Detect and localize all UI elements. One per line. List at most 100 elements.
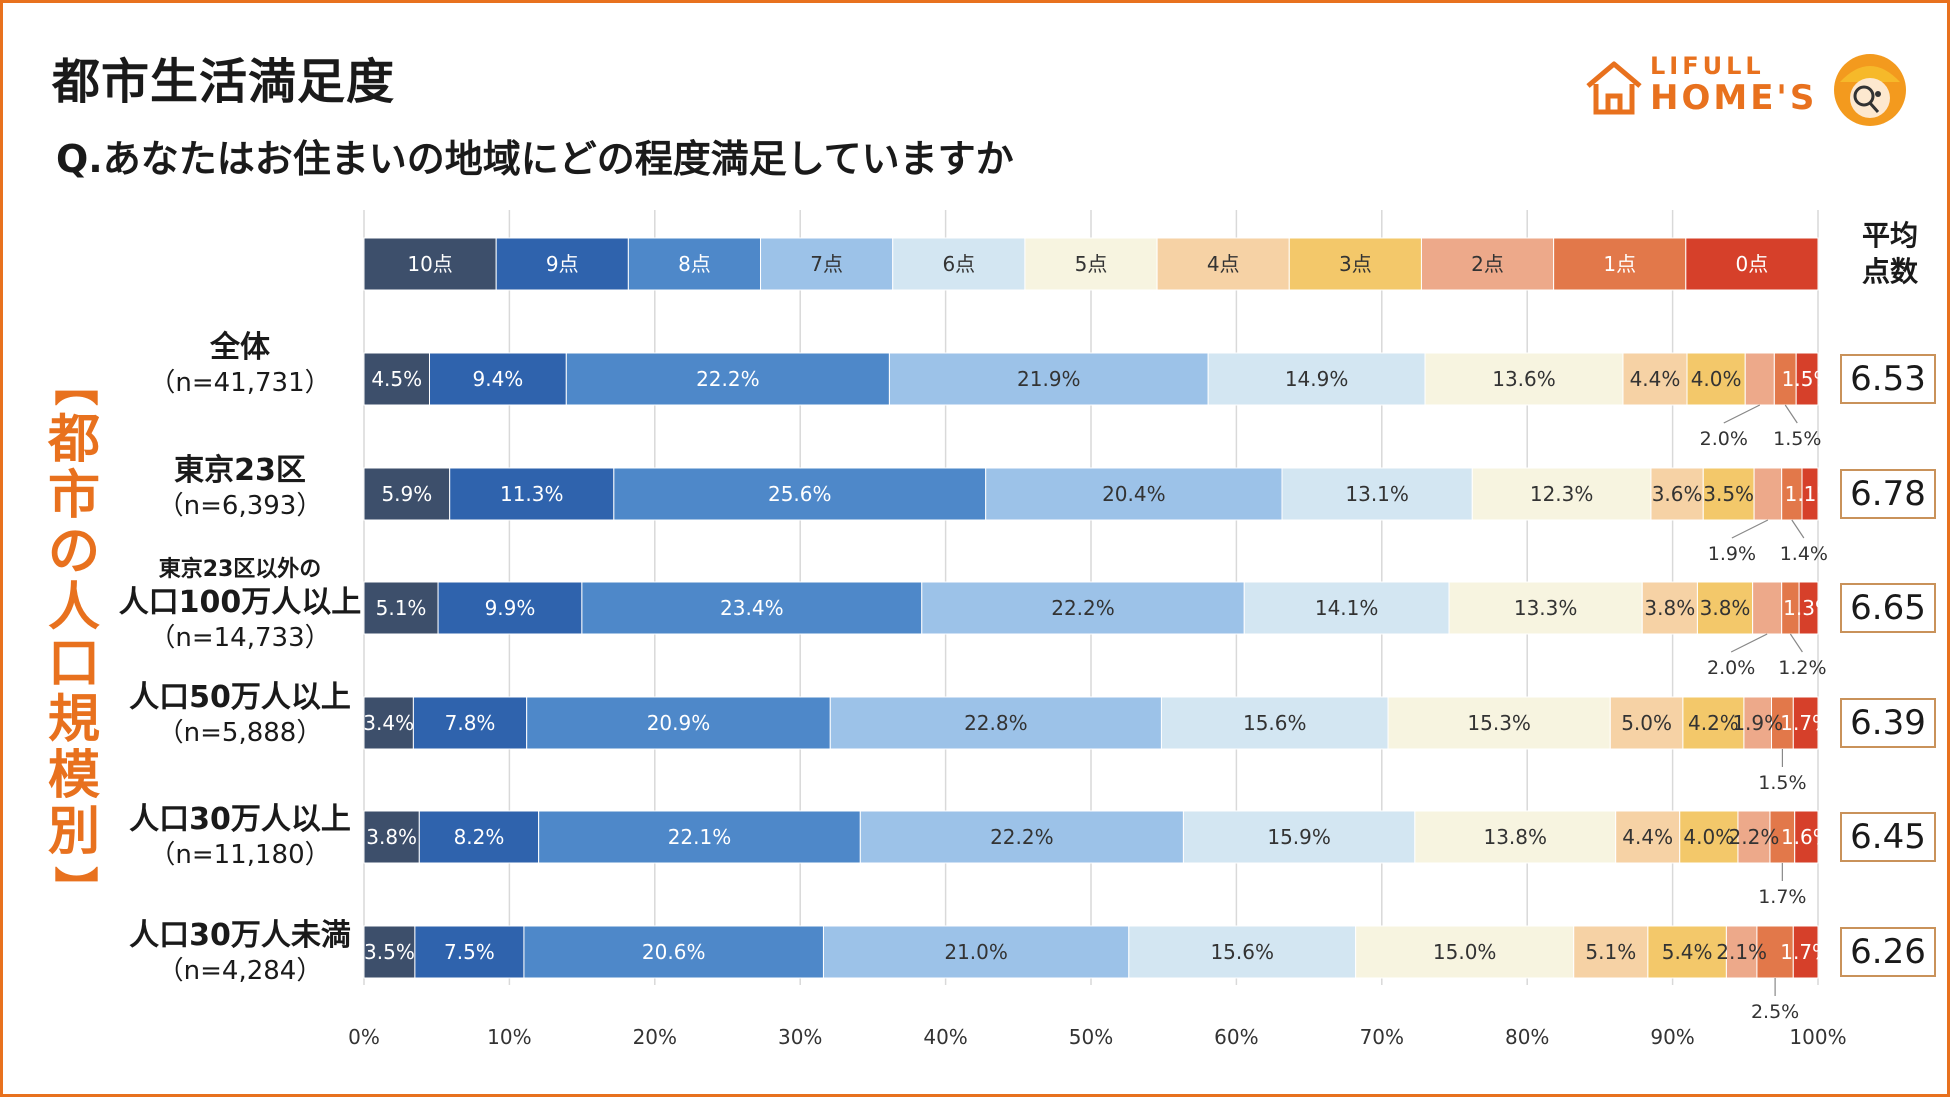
data-label: 22.2% [990, 825, 1054, 849]
legend-swatch [1553, 237, 1687, 291]
bar-segment [1281, 467, 1473, 521]
data-label: 7.8% [445, 711, 496, 735]
lifull-homes-logo: LIFULL HOME'S [1578, 48, 1918, 138]
data-label: 9.4% [472, 367, 523, 391]
bar-segment [1801, 467, 1819, 521]
bar-segment [1128, 925, 1357, 979]
bar-segment [1615, 810, 1681, 864]
bar-segment [1753, 467, 1783, 521]
data-label: 22.8% [964, 711, 1028, 735]
avg-header-line1: 平均 [1861, 219, 1918, 252]
bar-segment [538, 810, 861, 864]
legend-swatch [1685, 237, 1819, 291]
callout-leader [1730, 633, 1768, 653]
bar-segment [363, 925, 416, 979]
x-tick-label: 20% [633, 1025, 677, 1049]
data-label: 3.5% [364, 940, 415, 964]
mascot-icon [1834, 54, 1906, 126]
callout-label: 2.0% [1700, 428, 1748, 450]
category-n: （n=11,180） [149, 840, 331, 870]
x-tick-label: 90% [1650, 1025, 1694, 1049]
data-label: 21.0% [944, 940, 1008, 964]
side-label-char: 別 [47, 802, 100, 862]
bar-segment [363, 352, 430, 406]
bar-segment [1355, 925, 1575, 979]
data-label: 4.0% [1683, 825, 1734, 849]
data-label: 12.3% [1530, 482, 1594, 506]
bar-segment [985, 467, 1283, 521]
x-tick-label: 70% [1360, 1025, 1404, 1049]
logo-line1: LIFULL [1650, 52, 1765, 80]
data-label: 20.9% [647, 711, 711, 735]
row-label-500k-plus: 人口50万人以上 （n=5,888） [110, 680, 370, 750]
data-label: 13.8% [1483, 825, 1547, 849]
bar-segment [859, 810, 1184, 864]
bar-segment [1160, 696, 1389, 750]
bar-segment [1641, 581, 1698, 635]
callout-label: 1.7% [1758, 886, 1806, 908]
data-label: 8.2% [454, 825, 505, 849]
x-tick-label: 30% [778, 1025, 822, 1049]
data-label: 23.4% [720, 596, 784, 620]
bar-segment [1743, 696, 1773, 750]
callout-leader [1789, 633, 1803, 653]
x-tick-label: 10% [487, 1025, 531, 1049]
data-label: 1.6% [1781, 825, 1832, 849]
bar-segment [363, 581, 439, 635]
callout-leader [1731, 519, 1769, 539]
house-icon [1586, 61, 1642, 115]
legend-swatch [1024, 237, 1158, 291]
callout-label: 1.5% [1758, 772, 1806, 794]
row-label-300k-plus: 人口30万人以上 （n=11,180） [110, 802, 370, 872]
row-label-under-300k: 人口30万人未満 （n=4,284） [110, 918, 370, 988]
legend-label: 10点 [407, 252, 452, 276]
side-label-char: 口 [47, 634, 100, 694]
category-n: （n=41,731） [149, 368, 331, 398]
side-label-char: 規 [47, 690, 100, 750]
data-label: 9.9% [485, 596, 536, 620]
average-score: 6.45 [1840, 812, 1936, 862]
bar-segment [1243, 581, 1450, 635]
side-label-char: 模 [47, 746, 100, 806]
callout-label: 1.5% [1773, 428, 1821, 450]
data-label: 13.6% [1492, 367, 1556, 391]
bar-segment [363, 467, 451, 521]
data-label: 4.2% [1688, 711, 1739, 735]
bar-segment [1647, 925, 1727, 979]
average-score: 6.78 [1840, 469, 1936, 519]
bar-segment [1573, 925, 1649, 979]
average-score-header: 平均 点数 [1840, 218, 1940, 290]
bar-segment [581, 581, 923, 635]
page-title: 都市生活満足度 [52, 54, 396, 110]
data-label: 20.6% [642, 940, 706, 964]
avg-header-line2: 点数 [1861, 255, 1918, 288]
side-label-char: 市 [47, 466, 100, 526]
bar-segment [418, 810, 540, 864]
question-text: Q.あなたはお住まいの地域にどの程度満足していますか [56, 137, 1014, 181]
data-label: 15.6% [1243, 711, 1307, 735]
bar-segment [449, 467, 615, 521]
legend-label: 4点 [1207, 252, 1240, 276]
data-label: 4.4% [1622, 825, 1673, 849]
data-label: 5.1% [1585, 940, 1636, 964]
bar-segment [1387, 696, 1611, 750]
data-label: 14.9% [1285, 367, 1349, 391]
side-label-char: 人 [47, 578, 100, 638]
data-label: 4.4% [1630, 367, 1681, 391]
legend-label: 5点 [1075, 252, 1108, 276]
data-label: 22.1% [668, 825, 732, 849]
callout-leader [1723, 404, 1761, 424]
category-n: （n=4,284） [157, 956, 323, 986]
data-label: 3.6% [1652, 482, 1703, 506]
bar-segment [1769, 810, 1796, 864]
bar-segment [1414, 810, 1617, 864]
callout-leader [1791, 519, 1805, 539]
bar-segment [565, 352, 890, 406]
side-label: 【都市の人口規模別】 [44, 356, 104, 916]
legend-swatch [760, 237, 894, 291]
callout-label: 2.0% [1707, 657, 1755, 679]
data-label: 7.5% [444, 940, 495, 964]
average-score: 6.26 [1840, 927, 1936, 977]
bar-segment [921, 581, 1245, 635]
